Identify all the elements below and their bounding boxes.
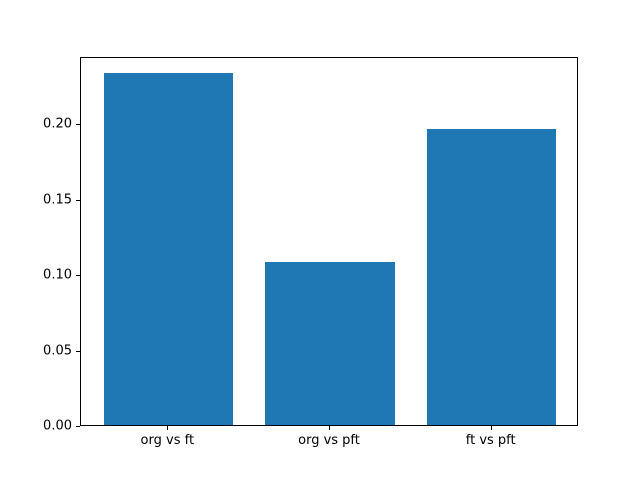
y-tick-label: 0.00 — [43, 418, 72, 434]
y-tick-label: 0.10 — [43, 267, 72, 283]
bar-org-vs-ft — [103, 73, 233, 425]
x-tick-label: org vs pft — [298, 433, 360, 448]
plot-area — [80, 57, 578, 426]
y-tick-label: 0.15 — [43, 192, 72, 208]
y-tick-label: 0.05 — [43, 343, 72, 358]
x-tick-mark — [490, 426, 492, 430]
x-tick-label: org vs ft — [140, 433, 195, 448]
y-tick-mark — [76, 426, 80, 427]
x-tick-mark — [329, 426, 330, 430]
bar-ft-vs-pft — [427, 129, 557, 425]
y-tick-label: 0.20 — [43, 116, 72, 132]
y-tick-mark — [76, 275, 80, 277]
bar-org-vs-pft — [265, 261, 395, 425]
x-tick-label: ft vs pft — [465, 433, 516, 448]
x-tick-mark — [167, 426, 169, 430]
y-tick-mark — [76, 124, 80, 126]
y-tick-mark — [76, 350, 80, 352]
y-tick-mark — [76, 199, 80, 201]
